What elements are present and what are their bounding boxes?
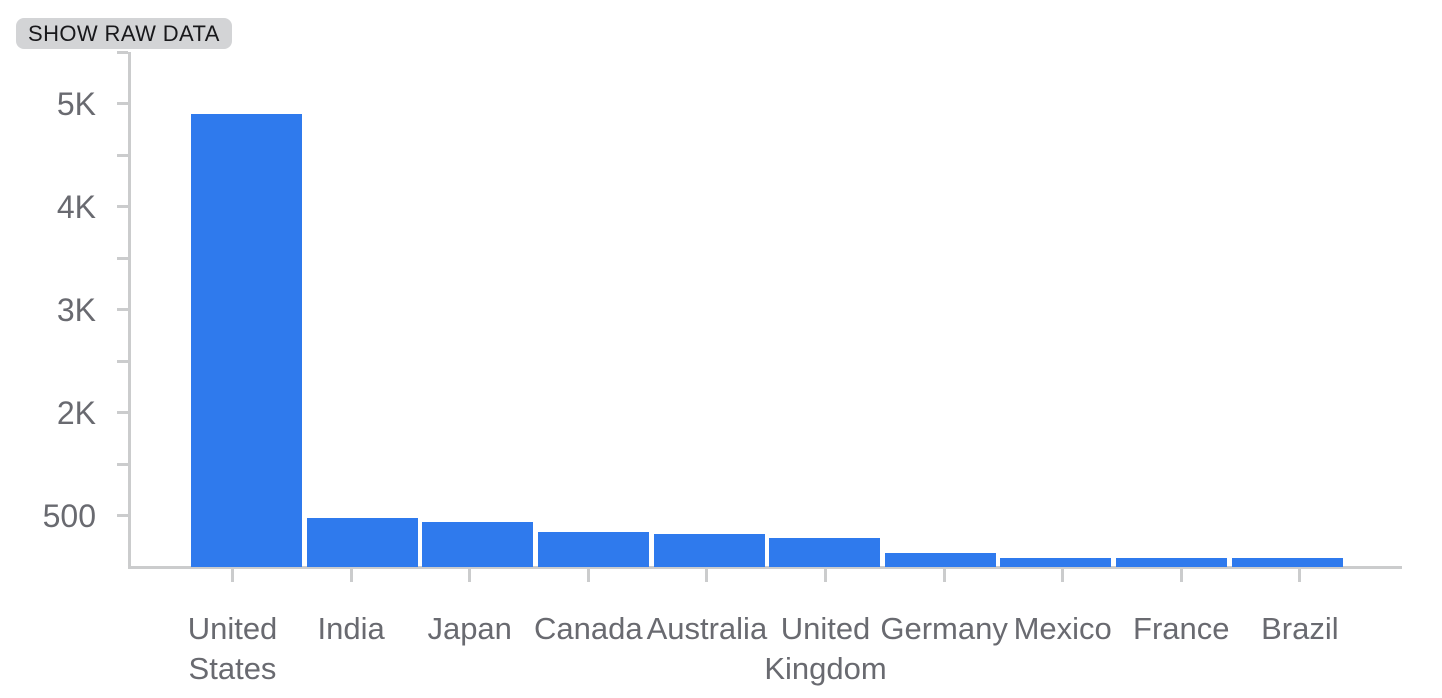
x-axis-category-label: Mexico — [1013, 611, 1112, 646]
y-axis-tick — [117, 205, 128, 208]
y-axis-tick-label: 500 — [42, 497, 96, 534]
y-axis-tick — [117, 256, 128, 260]
y-axis-tick — [117, 153, 128, 157]
x-axis-tick — [1298, 569, 1302, 582]
x-axis-tick — [586, 569, 590, 582]
y-axis-tick-label: 5K — [56, 85, 96, 122]
y-axis-line — [128, 52, 131, 569]
x-axis-tick — [349, 569, 353, 582]
x-axis-tick — [824, 569, 827, 582]
x-axis-category-label: United States — [187, 611, 278, 686]
bar-india[interactable] — [307, 517, 418, 567]
y-axis-tick-label: 4K — [56, 188, 96, 225]
bar-canada[interactable] — [538, 531, 649, 567]
x-axis-tick — [468, 569, 472, 582]
bar-united-states[interactable] — [191, 113, 302, 567]
bar-france[interactable] — [1116, 557, 1227, 567]
bar-japan[interactable] — [422, 521, 533, 567]
x-axis-category-label: Brazil — [1261, 611, 1339, 646]
y-axis-tick — [117, 462, 128, 466]
y-axis-tick — [117, 50, 128, 54]
y-axis-tick-label: 3K — [56, 291, 96, 328]
x-axis-category-label: India — [317, 611, 385, 646]
x-axis-tick — [942, 569, 946, 582]
bar-germany[interactable] — [885, 552, 996, 567]
y-axis-tick — [117, 308, 128, 311]
bar-mexico[interactable] — [1000, 557, 1111, 567]
x-axis-category-label: Australia — [646, 611, 768, 646]
bar-brazil[interactable] — [1232, 558, 1343, 567]
y-axis-tick — [117, 411, 128, 414]
y-axis-tick — [117, 102, 128, 105]
x-axis-tick — [1061, 569, 1065, 582]
bar-united-kingdom[interactable] — [769, 537, 880, 567]
x-axis-category-label: Germany — [880, 611, 1008, 646]
x-axis-tick — [231, 569, 234, 582]
y-axis-tick — [117, 359, 128, 363]
x-axis-tick — [705, 569, 709, 582]
x-axis-line — [128, 566, 1402, 569]
show-raw-data-button[interactable]: SHOW RAW DATA — [16, 18, 232, 49]
y-axis-tick-label: 2K — [56, 394, 96, 431]
bar-australia[interactable] — [654, 534, 765, 567]
y-axis-tick — [117, 514, 128, 517]
x-axis-category-label: Canada — [534, 611, 643, 646]
x-axis-tick — [1179, 569, 1183, 582]
x-axis-category-label: France — [1133, 611, 1230, 646]
x-axis-category-label: Japan — [427, 611, 512, 646]
x-axis-category-label: United Kingdom — [764, 611, 887, 686]
